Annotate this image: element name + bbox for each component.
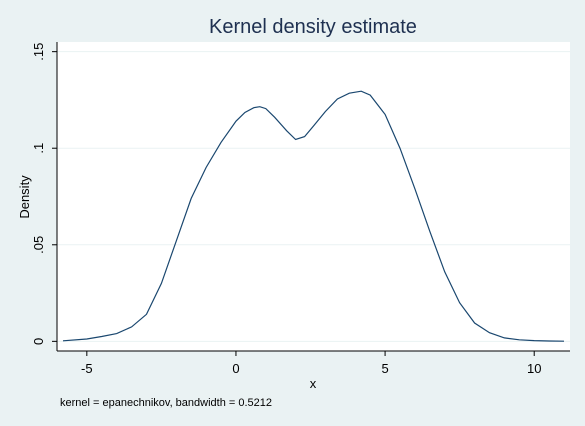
y-tick-label-2: .1 xyxy=(31,143,46,154)
x-tick-label-2: 5 xyxy=(381,361,388,376)
y-tick-label-3: .15 xyxy=(31,43,46,61)
x-axis-ticks: -5 0 5 10 xyxy=(81,351,541,376)
x-tick-label-0: -5 xyxy=(81,361,93,376)
chart-title: Kernel density estimate xyxy=(209,16,417,38)
y-tick-label-1: .05 xyxy=(31,236,46,254)
plot-area xyxy=(57,42,570,351)
y-axis-label: Density xyxy=(17,175,32,219)
y-tick-label-0: 0 xyxy=(31,338,46,345)
x-tick-label-1: 0 xyxy=(232,361,239,376)
y-axis-ticks: 0 .05 .1 .15 xyxy=(31,43,57,345)
grid-lines xyxy=(57,51,570,342)
x-axis-label: x xyxy=(310,376,317,391)
x-tick-label-3: 10 xyxy=(527,361,541,376)
kernel-note: kernel = epanechnikov, bandwidth = 0.521… xyxy=(60,397,272,409)
density-curve xyxy=(62,90,565,342)
